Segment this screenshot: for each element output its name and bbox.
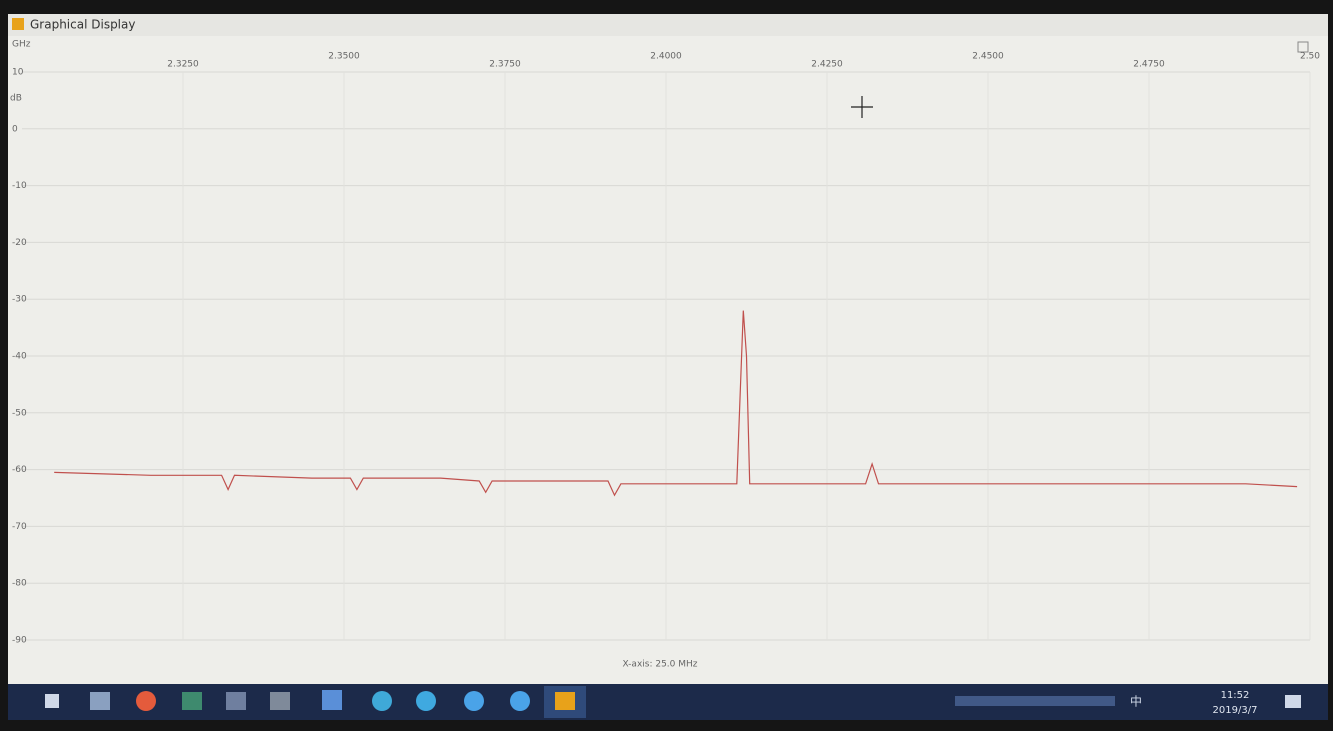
y-tick-label: 10 xyxy=(12,68,24,78)
x-tick-label: 2.4000 xyxy=(650,52,682,62)
app-icon[interactable] xyxy=(270,692,290,710)
title-bar xyxy=(8,14,1328,36)
app-icon[interactable] xyxy=(555,692,575,710)
clock-date[interactable]: 2019/3/7 xyxy=(1213,705,1258,716)
x-tick-label: 2.50 xyxy=(1300,52,1320,62)
y-tick-label: -80 xyxy=(12,579,27,589)
window-title: Graphical Display xyxy=(30,18,135,32)
tray-icons[interactable] xyxy=(955,696,1115,706)
x-unit: GHz xyxy=(12,40,31,50)
screen: Graphical Display 10 0 -10 -20 -30 -40 -50 -60 -… xyxy=(0,0,1333,731)
y-tick-label: -10 xyxy=(12,181,27,191)
y-tick-label: -60 xyxy=(12,465,27,475)
x-tick-label: 2.4750 xyxy=(1133,60,1165,70)
notification-button[interactable] xyxy=(1285,695,1301,708)
y-tick-label: -40 xyxy=(12,352,27,362)
x-tick-label: 2.4500 xyxy=(972,52,1004,62)
page: Graphical Display 10 0 -10 -20 -30 -40 -50 -60 -… xyxy=(0,0,1333,731)
x-tick-label: 2.3750 xyxy=(489,60,521,70)
x-axis-note: X-axis: 25.0 MHz xyxy=(622,660,697,670)
app-icon[interactable] xyxy=(416,691,436,711)
x-tick-label: 2.3500 xyxy=(328,52,360,62)
app-icon[interactable] xyxy=(226,692,246,710)
app-icon[interactable] xyxy=(372,691,392,711)
app-icon[interactable] xyxy=(510,691,530,711)
start-button[interactable] xyxy=(45,694,59,708)
y-tick-label: -30 xyxy=(12,295,27,305)
app-icon[interactable] xyxy=(90,692,110,710)
y-tick-label: -50 xyxy=(12,408,27,418)
x-tick-label: 2.3250 xyxy=(167,60,199,70)
app-icon[interactable] xyxy=(322,690,342,710)
x-tick-label: 2.4250 xyxy=(811,60,843,70)
y-tick-label: -20 xyxy=(12,238,27,248)
y-tick-label: -70 xyxy=(12,522,27,532)
app-icon xyxy=(12,18,24,30)
y-tick-label: -90 xyxy=(12,636,27,646)
ime-indicator[interactable]: 中 xyxy=(1130,694,1142,709)
y-tick-label: 0 xyxy=(12,124,18,134)
app-icon[interactable] xyxy=(136,691,156,711)
app-icon[interactable] xyxy=(182,692,202,710)
app-icon[interactable] xyxy=(464,691,484,711)
y-unit: dB xyxy=(10,94,22,104)
clock-time[interactable]: 11:52 xyxy=(1221,690,1250,701)
